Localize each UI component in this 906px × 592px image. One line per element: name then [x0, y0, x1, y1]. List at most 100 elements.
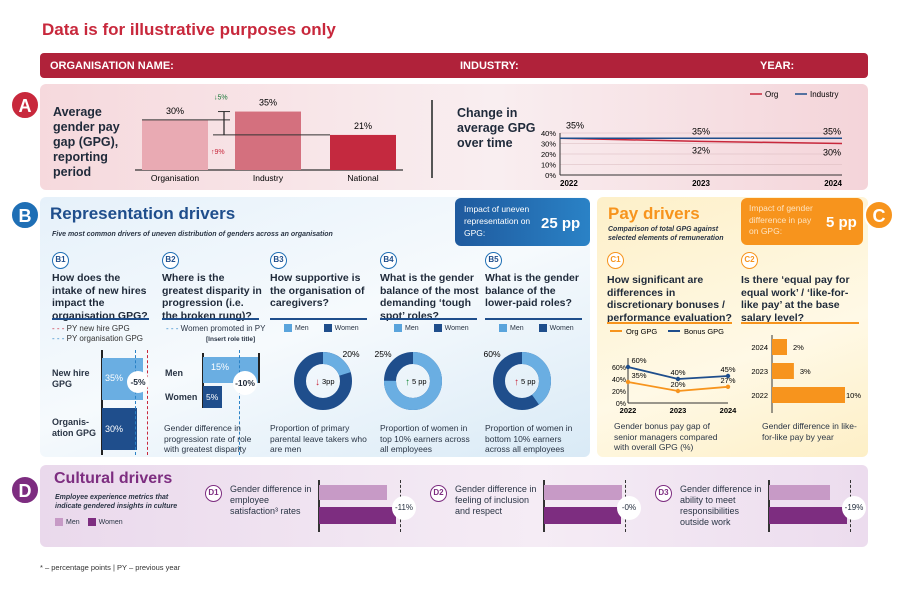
bar-national [330, 134, 396, 170]
c1-question: How significant are differences in discr… [607, 274, 732, 324]
legend-men: Men [295, 324, 309, 332]
c1-caption: Gender bonus pay gap of senior managers … [614, 421, 718, 452]
women-swatch [87, 518, 96, 526]
axis [258, 353, 260, 383]
change-title: Change in average GPG over time [457, 106, 536, 150]
men-segment [384, 352, 442, 410]
diff-up-label: ↑9% [211, 149, 225, 156]
donut-value-label: 60% [483, 349, 500, 359]
data-label: 45% [720, 365, 735, 374]
women-promoted-line [239, 350, 240, 455]
section-d-badge: D [10, 475, 40, 505]
legend: Men Women [55, 518, 123, 526]
d3-value-badge: -19% [842, 496, 866, 520]
x-tick-label: 2023 [692, 179, 710, 186]
data-point [675, 388, 681, 394]
like-for-like-bar-chart: 2024 2% 2023 3% 2022 10% [751, 335, 861, 413]
y-tick-label: 0% [545, 171, 556, 180]
impact-representation-box: Impact of uneven representation on GPG: … [455, 198, 590, 246]
men-segment [294, 352, 352, 410]
b1-legend-org: PY organisation GPG [66, 334, 144, 343]
d3-label: Gender difference in ability to meet res… [680, 484, 762, 527]
data-label: 30% [823, 148, 841, 158]
b1-badge: B1 [52, 252, 69, 269]
y-tick-label: 20% [612, 389, 626, 396]
y-tick-label: 2024 [751, 343, 768, 352]
line-org [559, 137, 843, 145]
b4-badge: B4 [380, 252, 397, 269]
py-new-hire-line [147, 350, 148, 455]
b1-row-new-hire: New hire GPG [52, 368, 90, 389]
y-tick-label: 40% [612, 377, 626, 384]
d3-badge: D3 [655, 485, 672, 502]
section-c-badge: C [864, 200, 894, 230]
b5-badge: B5 [485, 252, 502, 269]
donut-center-label: 5 pp [521, 377, 536, 386]
avg-gpg-bar-chart: 30% Organisation 35% Industry 21% National ↓5%… [135, 95, 403, 183]
legend-label: Org GPG [626, 327, 657, 336]
impact-pay-box: Impact of gender difference in pay on GP… [741, 198, 863, 245]
data-label: 27% [720, 376, 735, 385]
axis [318, 480, 320, 532]
b3-caption: Proportion of primary parental leave tak… [270, 423, 367, 454]
trend-arrow-icon: ↑ [514, 377, 519, 388]
donut-b3: 20% ↓ 3pp [294, 349, 360, 410]
b2-row-men: Men [165, 368, 183, 378]
men-swatch [284, 324, 292, 332]
d1-badge: D1 [205, 485, 222, 502]
b2-diff-badge: -10% [233, 371, 257, 395]
bar-value-label: 30% [166, 106, 184, 116]
data-label: 35% [631, 371, 646, 380]
section-d-title: Cultural drivers [54, 470, 173, 487]
bar-organisation [142, 119, 208, 170]
legend-label: Industry [810, 90, 838, 99]
axis [202, 353, 204, 408]
value: 30% [105, 424, 124, 434]
divider [431, 100, 433, 178]
y-tick-label: 60% [612, 365, 626, 372]
bar-value-label: 10% [846, 391, 861, 400]
b2-badge: B2 [162, 252, 179, 269]
donut-center-label: 5 pp [412, 377, 427, 386]
b1-legend-new-hire: PY new hire GPG [66, 324, 130, 333]
value: 35% [105, 373, 124, 383]
x-tick-label: 2024 [824, 179, 842, 186]
legend-men: Men [405, 324, 419, 332]
divider [741, 322, 859, 324]
b2-row-women: Women [165, 392, 198, 402]
industry-label: INDUSTRY: [460, 60, 519, 72]
b2-question: Where is the greatest disparity in progr… [162, 272, 262, 322]
bar-value-label: 35% [259, 98, 277, 108]
divider [485, 318, 582, 320]
bar-value-label: 3% [800, 367, 811, 376]
data-label: 60% [631, 356, 646, 365]
bar-value-label: 21% [354, 121, 372, 131]
header-bar: ORGANISATION NAME: INDUSTRY: YEAR: [40, 53, 868, 78]
y-tick-label: 0% [616, 401, 626, 408]
section-c-subtitle: Comparison of total GPG against selected… [608, 226, 724, 242]
bar-2022 [772, 387, 845, 403]
divider [380, 318, 477, 320]
legend-women: Women [98, 518, 123, 526]
section-b-badge: B [10, 200, 40, 230]
b4-caption: Proportion of women in top 10% earners a… [380, 423, 470, 454]
page-title: Data is for illustrative purposes only [42, 20, 336, 39]
axis [543, 480, 545, 532]
b4-question: What is the gender balance of the most d… [380, 272, 479, 322]
legend: Men Women [394, 324, 469, 332]
legend: Men Women [499, 324, 574, 332]
c2-question: Is there ‘equal pay for equal work’ / ‘l… [741, 274, 850, 324]
legend-men: Men [66, 518, 80, 526]
data-point [725, 384, 731, 389]
women-swatch [433, 324, 442, 332]
women-bar [319, 507, 396, 524]
men-swatch [499, 324, 507, 332]
b1-question: How does the intake of new hires impact … [52, 272, 148, 322]
y-tick-label: 40% [541, 129, 556, 138]
c2-caption: Gender difference in like-for-like pay b… [762, 421, 857, 442]
data-label: 35% [566, 120, 584, 130]
b1-org-bar: 30% [102, 408, 137, 450]
donut-b4: 25% ↑ 5 pp [374, 349, 442, 410]
men-swatch [394, 324, 402, 332]
x-tick-label: 2024 [720, 406, 738, 415]
